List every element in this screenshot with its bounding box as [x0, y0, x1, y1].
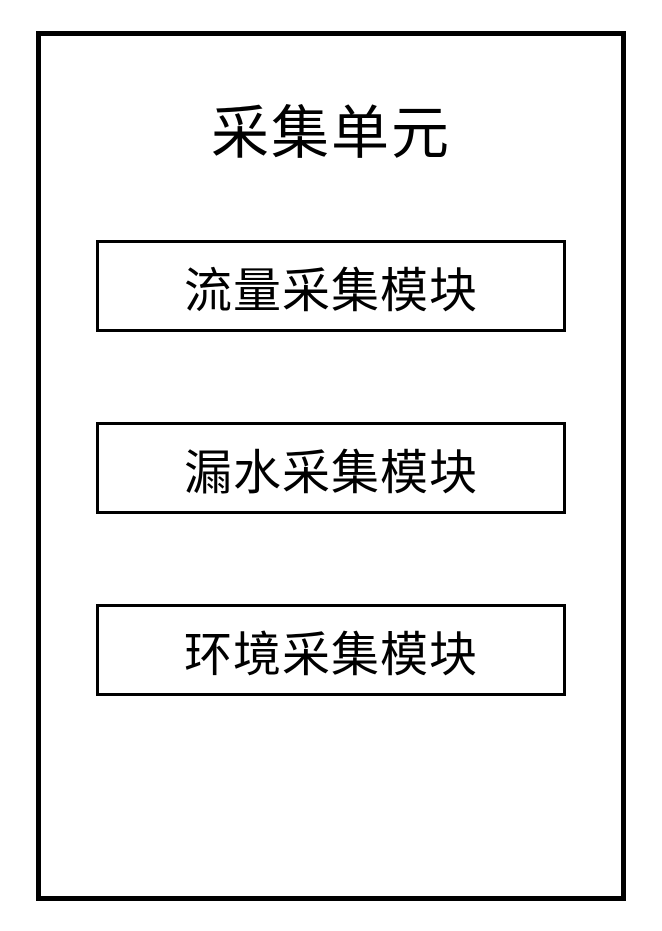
module-flow-collection: 流量采集模块: [96, 240, 566, 332]
unit-title: 采集单元: [211, 86, 451, 170]
module-environment-collection: 环境采集模块: [96, 604, 566, 696]
module-leak-collection: 漏水采集模块: [96, 422, 566, 514]
collection-unit-container: 采集单元 流量采集模块 漏水采集模块 环境采集模块: [36, 31, 626, 901]
